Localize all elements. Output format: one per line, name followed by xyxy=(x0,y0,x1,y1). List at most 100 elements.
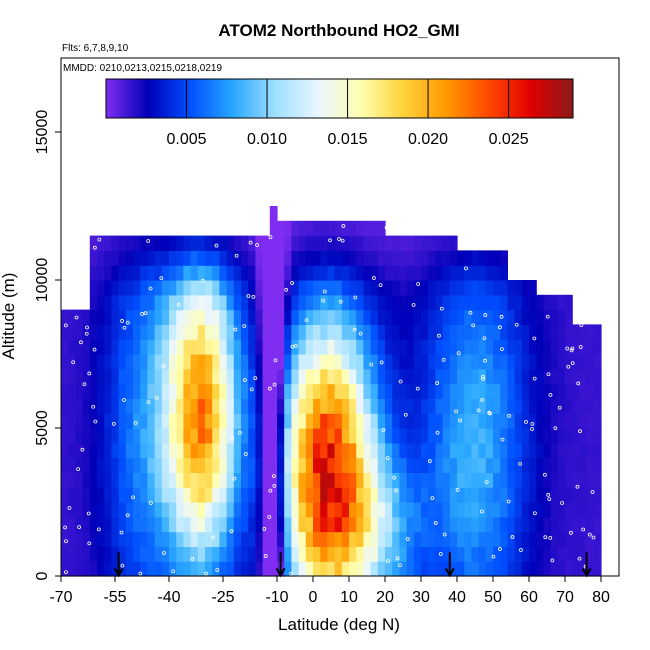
data-point xyxy=(161,551,166,555)
heatmap-cell xyxy=(529,339,537,355)
heatmap-cell xyxy=(269,206,278,222)
heatmap-cell xyxy=(457,265,465,281)
heatmap-cell xyxy=(176,413,184,429)
heatmap-cell xyxy=(118,309,127,325)
heatmap-cell xyxy=(197,516,206,533)
heatmap-cell xyxy=(485,354,494,370)
data-point xyxy=(498,325,502,330)
heatmap-cell xyxy=(205,561,213,577)
data-point xyxy=(499,314,504,319)
heatmap-cell xyxy=(457,309,465,325)
heatmap-cell xyxy=(593,457,602,473)
heatmap-cell xyxy=(356,398,364,414)
heatmap-cell xyxy=(255,546,264,562)
data-point xyxy=(190,557,195,561)
heatmap-cell xyxy=(125,294,134,311)
heatmap-cell xyxy=(485,250,494,266)
colorbar-tick-label: 0.025 xyxy=(489,131,529,148)
heatmap-cell xyxy=(320,487,328,503)
heatmap-cell xyxy=(82,309,91,325)
heatmap-cell xyxy=(500,516,508,533)
heatmap-cell xyxy=(457,457,465,473)
heatmap-cell xyxy=(241,531,249,547)
heatmap-cell xyxy=(255,531,264,547)
heatmap-cell xyxy=(341,383,350,399)
heatmap-cell xyxy=(557,324,566,340)
heatmap-cell xyxy=(435,531,444,547)
heatmap-cell xyxy=(507,294,516,311)
heatmap-cell xyxy=(255,472,264,488)
heatmap-cell xyxy=(125,339,134,355)
heatmap-cell xyxy=(586,472,595,488)
heatmap-cell xyxy=(557,457,566,473)
heatmap-cell xyxy=(190,294,199,311)
heatmap-cell xyxy=(140,516,148,533)
heatmap-cell xyxy=(334,413,343,429)
heatmap-cell xyxy=(169,516,177,533)
heatmap-cell xyxy=(190,413,199,429)
heatmap-cell xyxy=(89,354,98,370)
heatmap-cell xyxy=(226,383,235,399)
heatmap-cell xyxy=(521,280,530,296)
heatmap-cell xyxy=(406,368,415,385)
heatmap-cell xyxy=(233,502,242,518)
heatmap-cell xyxy=(89,294,98,311)
heatmap-cell xyxy=(313,561,321,577)
heatmap-cell xyxy=(255,250,264,266)
heatmap-cell xyxy=(169,265,177,281)
heatmap-cell xyxy=(449,457,458,473)
heatmap-cell xyxy=(284,546,292,562)
heatmap-cell xyxy=(507,531,516,547)
heatmap-cell xyxy=(521,442,530,459)
heatmap-cell xyxy=(190,546,199,562)
heatmap-cell xyxy=(557,442,566,459)
heatmap-cell xyxy=(406,561,415,577)
heatmap-cell xyxy=(406,457,415,473)
heatmap-cell xyxy=(478,354,487,370)
heatmap-cell xyxy=(212,398,220,414)
heatmap-cell xyxy=(356,294,364,311)
heatmap-cell xyxy=(385,280,393,296)
data-point xyxy=(267,515,272,519)
heatmap-cell xyxy=(205,546,213,562)
heatmap-cell xyxy=(255,294,264,311)
heatmap-cell xyxy=(413,472,422,488)
heatmap-cell xyxy=(248,309,256,325)
heatmap-cell xyxy=(169,472,177,488)
heatmap-cell xyxy=(183,383,192,399)
heatmap-cell xyxy=(572,531,580,547)
heatmap-cell xyxy=(111,502,120,518)
heatmap-cell xyxy=(298,428,307,444)
heatmap-cell xyxy=(507,368,516,385)
heatmap-cell xyxy=(341,265,350,281)
colorbar-tick-label: 0.005 xyxy=(166,131,206,148)
heatmap-cell xyxy=(327,324,336,340)
heatmap-cell xyxy=(241,442,249,459)
heatmap-cell xyxy=(183,472,192,488)
data-point xyxy=(546,492,551,497)
heatmap-cell xyxy=(493,250,501,266)
heatmap-cell xyxy=(219,339,228,355)
data-point xyxy=(140,311,144,316)
heatmap-cell xyxy=(406,354,415,370)
data-point xyxy=(253,376,258,381)
heatmap-cell xyxy=(305,428,314,444)
heatmap-cell xyxy=(125,442,134,459)
heatmap-cell xyxy=(133,561,141,577)
heatmap-cell xyxy=(514,472,523,488)
heatmap-cell xyxy=(327,457,336,473)
heatmap-cell xyxy=(493,457,501,473)
heatmap-cell xyxy=(133,309,141,325)
heatmap-cell xyxy=(478,398,487,414)
heatmap-cell xyxy=(212,265,220,281)
heatmap-cell xyxy=(241,516,249,533)
heatmap-cell xyxy=(140,309,148,325)
data-point xyxy=(263,554,268,558)
heatmap-cell xyxy=(435,383,444,399)
heatmap-cell xyxy=(449,516,458,533)
heatmap-cell xyxy=(536,339,544,355)
heatmap-cell xyxy=(500,398,508,414)
heatmap-cell xyxy=(327,294,336,311)
heatmap-cell xyxy=(413,502,422,518)
heatmap-cell xyxy=(493,546,501,562)
